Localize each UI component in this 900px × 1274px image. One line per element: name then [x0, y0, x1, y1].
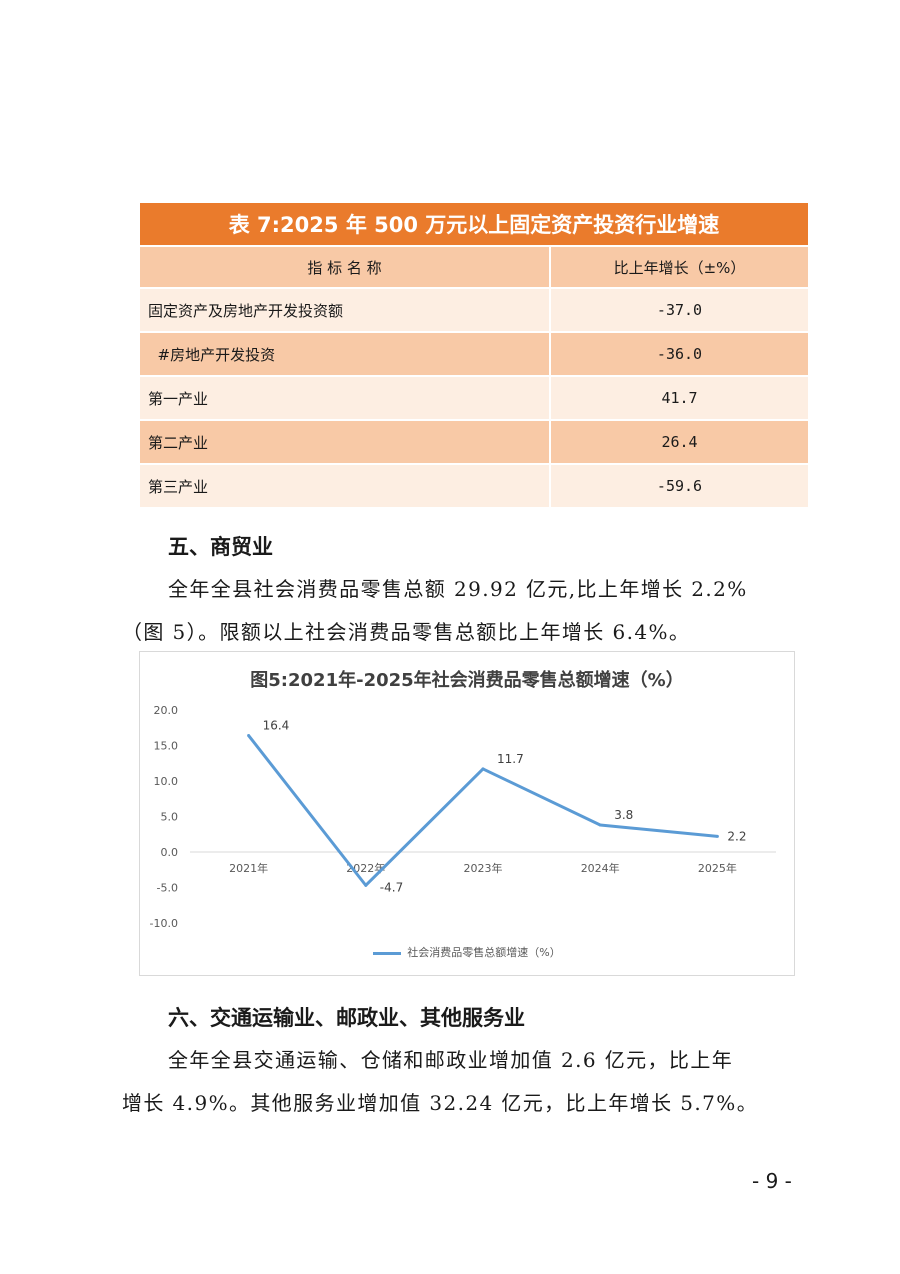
transport-paragraph-line-1: 全年全县交通运输、仓储和邮政业增加值 2.6 亿元，比上年 — [168, 1048, 734, 1072]
table-row: #房地产开发投资 -36.0 — [140, 331, 809, 376]
chart-title: 图5:2021年-2025年社会消费品零售总额增速（%） — [250, 670, 684, 691]
transport-paragraph-line-2: 增长 4.9%。其他服务业增加值 32.24 亿元，比上年增长 5.7%。 — [122, 1091, 759, 1115]
y-tick-label: 0.0 — [161, 846, 179, 859]
data-point — [247, 734, 251, 738]
retail-growth-chart: 图5:2021年-2025年社会消费品零售总额增速（%） 20.0 15.0 10.… — [139, 651, 795, 976]
y-tick-label: 10.0 — [154, 775, 179, 788]
table-header-row: 指 标 名 称 比上年增长（±%） — [140, 246, 809, 288]
table-row: 第一产业 41.7 — [140, 375, 809, 420]
legend-label: 社会消费品零售总额增速（%） — [407, 946, 561, 959]
section-heading-transport: 六、交通运输业、邮政业、其他服务业 — [168, 1006, 525, 1030]
y-tick-label: 5.0 — [161, 811, 179, 824]
section-heading-trade: 五、商贸业 — [168, 535, 273, 559]
table-row: 固定资产及房地产开发投资额 -37.0 — [140, 287, 809, 332]
row-value: -37.0 — [550, 287, 809, 332]
data-label: 11.7 — [497, 752, 524, 766]
row-value: 41.7 — [550, 375, 809, 420]
row-name: 第三产业 — [140, 463, 551, 507]
column-header-value: 比上年增长（±%） — [550, 246, 809, 288]
x-tick-label: 2023年 — [464, 861, 503, 875]
data-point — [481, 767, 485, 771]
data-point — [598, 823, 602, 827]
x-tick-label: 2024年 — [581, 861, 620, 875]
column-header-name: 指 标 名 称 — [140, 246, 551, 288]
table-row: 第二产业 26.4 — [140, 419, 809, 464]
row-value: -59.6 — [550, 463, 809, 507]
row-name: 第二产业 — [140, 419, 551, 464]
row-value: 26.4 — [550, 419, 809, 464]
data-label: 2.2 — [727, 829, 746, 843]
y-tick-label: 20.0 — [154, 704, 179, 717]
trade-paragraph-line-1: 全年全县社会消费品零售总额 29.92 亿元,比上年增长 2.2% — [168, 577, 748, 601]
y-tick-label: -5.0 — [157, 882, 178, 895]
table-title: 表 7:2025 年 500 万元以上固定资产投资行业增速 — [140, 203, 809, 247]
table-row: 第三产业 -59.6 — [140, 463, 809, 507]
data-label: 16.4 — [263, 719, 290, 733]
row-name: 固定资产及房地产开发投资额 — [140, 287, 551, 332]
data-point — [364, 883, 368, 887]
row-name: #房地产开发投资 — [140, 331, 551, 376]
row-value: -36.0 — [550, 331, 809, 376]
y-tick-label: 15.0 — [154, 740, 179, 753]
trade-paragraph-line-2: （图 5）。限额以上社会消费品零售总额比上年增长 6.4%。 — [122, 620, 691, 644]
data-label: 3.8 — [614, 808, 633, 822]
x-tick-label: 2025年 — [698, 861, 737, 875]
data-label: -4.7 — [380, 880, 403, 894]
row-name: 第一产业 — [140, 375, 551, 420]
page-number: - 9 - — [752, 1169, 792, 1193]
chart-legend: 社会消费品零售总额增速（%） — [140, 944, 794, 960]
legend-line-icon — [373, 951, 402, 955]
y-tick-label: -10.0 — [150, 917, 178, 930]
x-tick-label: 2021年 — [229, 861, 268, 875]
investment-growth-table: 表 7:2025 年 500 万元以上固定资产投资行业增速 指 标 名 称 比上… — [140, 203, 809, 507]
data-point — [715, 834, 719, 838]
